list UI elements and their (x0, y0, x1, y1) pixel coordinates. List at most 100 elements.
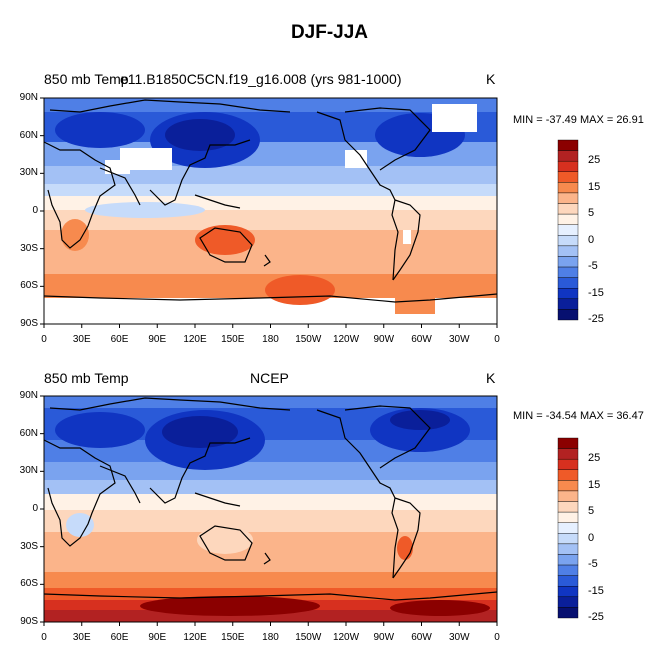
lon-tick-label: 120E (183, 334, 207, 345)
band (44, 462, 497, 480)
warm-region (140, 596, 320, 616)
colorbar-swatch (557, 139, 579, 151)
lat-tick-label: 30N (19, 465, 38, 477)
colorbar-swatch (557, 522, 579, 534)
warm-region (397, 536, 413, 560)
panel1-units: K (486, 71, 496, 87)
colorbar-swatch (557, 213, 579, 225)
lat-tick-label: 90S (20, 318, 38, 329)
missing-data (403, 230, 411, 244)
colorbar-swatch (557, 543, 579, 555)
band (44, 166, 497, 184)
band (44, 98, 497, 112)
lon-tick-label: 120W (332, 334, 360, 345)
colorbar-swatch (557, 160, 579, 172)
band (44, 510, 497, 532)
colorbar-swatch (557, 245, 579, 257)
colorbar-swatch (557, 288, 579, 300)
colorbar-swatch (557, 298, 579, 310)
figure-title: DJF-JJA (290, 22, 369, 43)
panel2-map (44, 396, 497, 622)
tick-marks (40, 97, 498, 626)
lon-tick-label: 90W (373, 632, 395, 643)
colorbar-swatch (557, 235, 579, 247)
cold-region (162, 416, 238, 448)
band (44, 494, 497, 510)
lon-tick-label: 120E (183, 632, 207, 643)
lon-tick-label: 0 (41, 632, 47, 643)
lon-tick-label: 30E (72, 632, 91, 643)
panel1-map (44, 98, 497, 324)
colorbar-label: 5 (588, 207, 595, 220)
coastlines (44, 99, 497, 303)
colorbar-swatch (557, 256, 579, 268)
cold-region (55, 112, 145, 148)
colorbar-swatch (557, 171, 579, 183)
colorbar-swatch (557, 266, 579, 278)
lat-tick-label: 60N (19, 427, 38, 439)
colorbar-swatch (557, 490, 579, 502)
colorbar-label: 0 (588, 233, 595, 246)
colorbar-swatch (557, 182, 579, 194)
colorbar-swatch (557, 469, 579, 481)
panel1-center-title: e11.B1850C5CN.f19_g16.008 (yrs 981-1000) (120, 71, 402, 87)
lon-tick-label: 90W (373, 334, 395, 345)
lat-tick-label: 90S (20, 616, 38, 627)
colorbar-label: -25 (588, 313, 604, 325)
missing-data (120, 148, 172, 170)
colorbar-swatch (557, 309, 579, 321)
colorbar-label: -5 (588, 260, 598, 273)
colorbar-swatch (557, 458, 579, 470)
panel2-units: K (486, 370, 496, 386)
colorbar-label: 15 (588, 478, 601, 491)
lat-tick-label: 0 (32, 503, 38, 514)
lon-tick-label: 60W (411, 334, 432, 345)
colorbar-swatch (557, 448, 579, 460)
lon-tick-label: 150E (221, 334, 245, 345)
colorbar-swatch (557, 511, 579, 523)
lat-tick-label: 60S (20, 280, 38, 292)
lat-tick-label: 60N (19, 129, 38, 141)
colorbar-swatch (557, 533, 579, 545)
lat-tick-label: 0 (32, 205, 38, 216)
colorbar-label: 5 (588, 505, 595, 518)
lon-tick-label: 60E (110, 334, 129, 345)
lon-tick-label: 0 (494, 632, 500, 643)
coastlines (44, 397, 497, 601)
lon-tick-label: 90E (148, 334, 167, 345)
colorbar-swatch (557, 192, 579, 204)
lon-tick-label: 150W (295, 334, 322, 345)
lon-tick-label: 30W (448, 334, 470, 345)
colorbar-swatch (557, 437, 579, 449)
lon-tick-label: 60W (411, 632, 432, 643)
lat-tick-label: 60S (20, 578, 38, 590)
lon-tick-label: 120W (332, 632, 360, 643)
panel2-min-max: MIN = -34.54 MAX = 36.47 (513, 410, 644, 422)
colorbar-swatch (557, 575, 579, 587)
band (44, 396, 497, 408)
warm-region (265, 275, 335, 305)
lon-tick-label: 0 (494, 334, 500, 345)
lon-tick-label: 90E (148, 632, 167, 643)
colorbar-swatch (557, 224, 579, 236)
colorbar-label: -15 (588, 286, 604, 299)
lon-tick-label: 60E (110, 632, 129, 643)
cool-region (85, 202, 205, 218)
lon-tick-label: 180 (262, 632, 279, 643)
colorbar-swatch (557, 586, 579, 598)
lon-tick-label: 30W (448, 632, 470, 643)
colorbar-swatch (557, 203, 579, 215)
band (44, 532, 497, 572)
colorbar-swatch (557, 564, 579, 576)
colorbar-swatch (557, 501, 579, 513)
colorbar-label: 25 (588, 154, 601, 167)
lat-tick-label: 90N (19, 390, 38, 401)
colorbar-label: -25 (588, 611, 604, 623)
band (44, 572, 497, 588)
cold-region (55, 412, 145, 448)
lon-tick-label: 180 (262, 334, 279, 345)
cold-region (165, 119, 235, 151)
panel2-left-title: 850 mb Temp (44, 370, 129, 386)
colorbar-swatch (557, 596, 579, 608)
